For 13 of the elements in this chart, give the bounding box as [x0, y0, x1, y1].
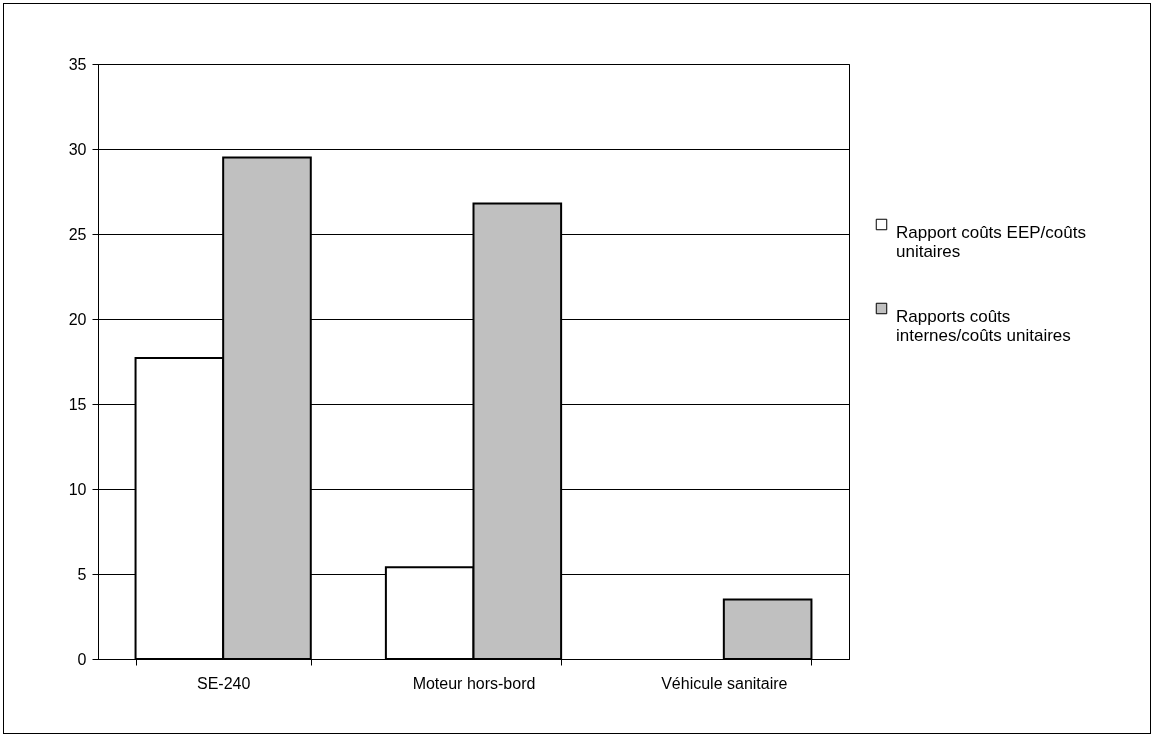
legend-label: Rapport coûts EEP/coûts unitaires [896, 222, 1086, 261]
y-tick-label: 0 [77, 650, 87, 668]
x-tick-label: SE-240 [196, 674, 251, 692]
y-tick-label: 10 [68, 480, 87, 498]
y-tick-label: 25 [68, 225, 87, 243]
y-tick-label: 15 [68, 395, 87, 413]
y-tick-label: 30 [68, 140, 87, 158]
legend-label: Rapports coûts internes/coûts unitaires [896, 306, 1071, 345]
x-tick-label: Moteur hors-bord [412, 674, 536, 692]
x-tick-label: Véhicule sanitaire [661, 674, 788, 692]
y-tick-label: 20 [68, 310, 87, 328]
y-tick-label: 35 [68, 55, 87, 73]
y-tick-label: 5 [77, 565, 87, 583]
